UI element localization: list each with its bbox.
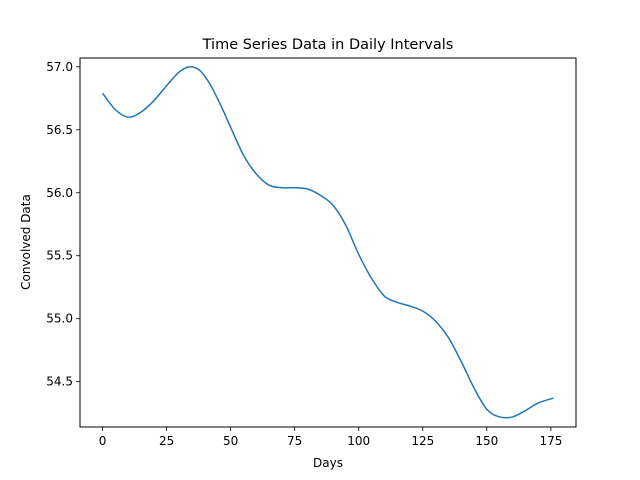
- y-tick-label: 57.0: [46, 60, 73, 74]
- x-tick-label: 0: [99, 434, 107, 448]
- chart-title: Time Series Data in Daily Intervals: [202, 37, 454, 53]
- x-tick-label: 125: [411, 434, 434, 448]
- plot-area: [101, 66, 554, 419]
- x-tick-label: 175: [539, 434, 562, 448]
- y-tick-label: 56.0: [46, 186, 73, 200]
- y-axis-ticks: 54.5 55.0 55.5 56.0 56.5 57.0: [46, 60, 80, 389]
- x-tick-label: 100: [347, 434, 370, 448]
- y-tick-label: 55.5: [46, 249, 73, 263]
- x-axis-ticks: 0 25 50 75 100 125 150 175: [99, 427, 562, 448]
- y-tick-label: 56.5: [46, 123, 73, 137]
- series-line-0: [101, 66, 554, 419]
- x-tick-label: 50: [223, 434, 238, 448]
- x-tick-label: 25: [159, 434, 174, 448]
- plot-frame: [79, 57, 577, 428]
- x-tick-label: 150: [475, 434, 498, 448]
- y-tick-label: 55.0: [46, 312, 73, 326]
- y-axis-label: Convolved Data: [19, 194, 33, 290]
- x-axis-label: Days: [313, 456, 343, 470]
- x-tick-label: 75: [287, 434, 302, 448]
- y-tick-label: 54.5: [46, 375, 73, 389]
